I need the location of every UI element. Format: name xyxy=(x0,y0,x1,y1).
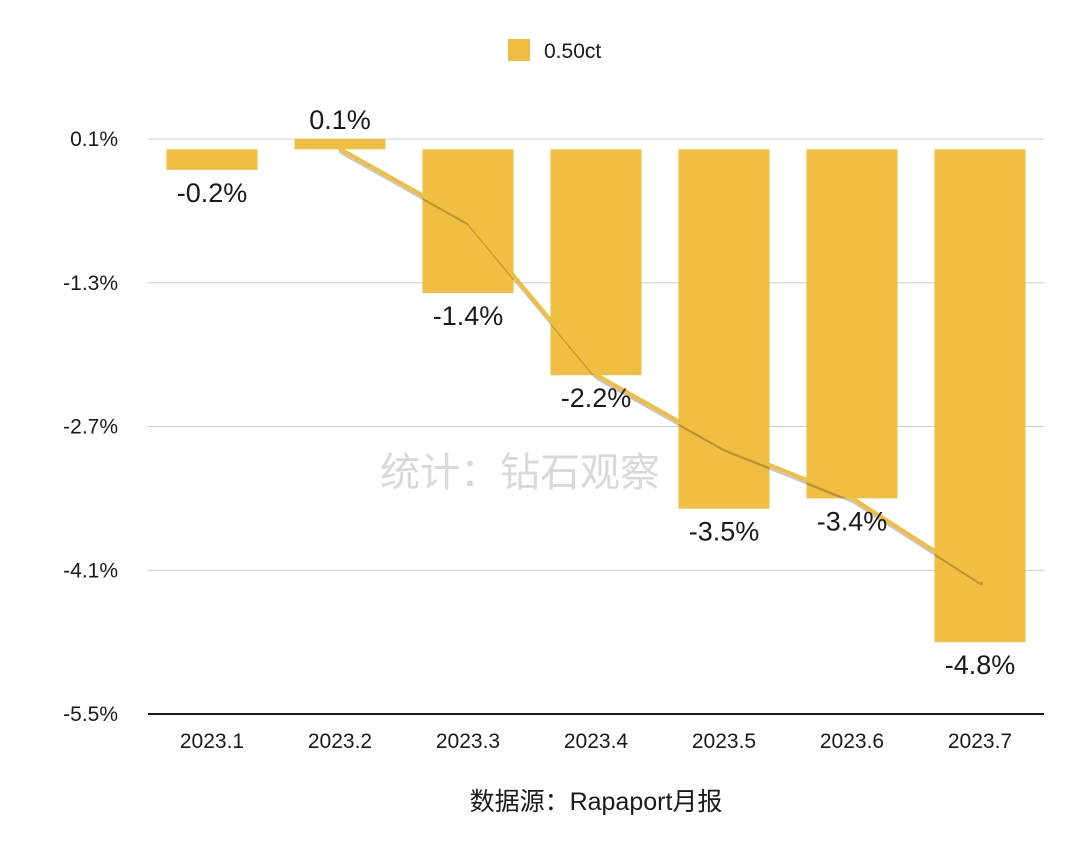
source-note: 数据源：Rapaport月报 xyxy=(470,788,723,816)
y-axis-tick-labels: 0.1% -1.3% -2.7% -4.1% -5.5% xyxy=(63,128,118,726)
x-tick-label: 2023.3 xyxy=(436,730,500,753)
data-labels: -0.2% 0.1% -1.4% -2.2% -3.5% -3.4% -4.8% xyxy=(177,105,1016,680)
trend-line xyxy=(338,147,982,583)
watermark: 统计：钻石观察 xyxy=(380,451,660,495)
y-tick-label: -1.3% xyxy=(63,272,118,295)
legend: 0.50ct xyxy=(508,39,601,63)
x-tick-label: 2023.7 xyxy=(948,730,1012,753)
trend-line-group xyxy=(338,147,983,586)
x-axis-tick-labels: 2023.1 2023.2 2023.3 2023.4 2023.5 2023.6 2023… xyxy=(180,730,1012,753)
bar xyxy=(806,149,898,499)
y-tick-label: -5.5% xyxy=(63,703,118,726)
x-tick-label: 2023.1 xyxy=(180,730,244,753)
data-label: -3.5% xyxy=(689,517,760,547)
y-tick-label: -2.7% xyxy=(63,416,118,439)
legend-swatch xyxy=(508,39,530,61)
data-label: -0.2% xyxy=(177,178,248,208)
bar xyxy=(934,149,1026,643)
x-tick-label: 2023.6 xyxy=(820,730,884,753)
data-label: -3.4% xyxy=(817,506,888,536)
y-tick-label: 0.1% xyxy=(70,128,118,151)
x-tick-label: 2023.5 xyxy=(692,730,756,753)
data-label: -1.4% xyxy=(433,301,504,331)
data-label: -4.8% xyxy=(945,650,1016,680)
x-tick-label: 2023.4 xyxy=(564,730,629,753)
legend-label: 0.50ct xyxy=(544,40,601,63)
bar xyxy=(166,149,258,170)
bar xyxy=(678,149,770,509)
data-label: -2.2% xyxy=(561,383,632,413)
data-label: 0.1% xyxy=(309,105,371,135)
bar xyxy=(294,139,386,150)
x-tick-label: 2023.2 xyxy=(308,730,372,753)
y-tick-label: -4.1% xyxy=(63,559,118,582)
